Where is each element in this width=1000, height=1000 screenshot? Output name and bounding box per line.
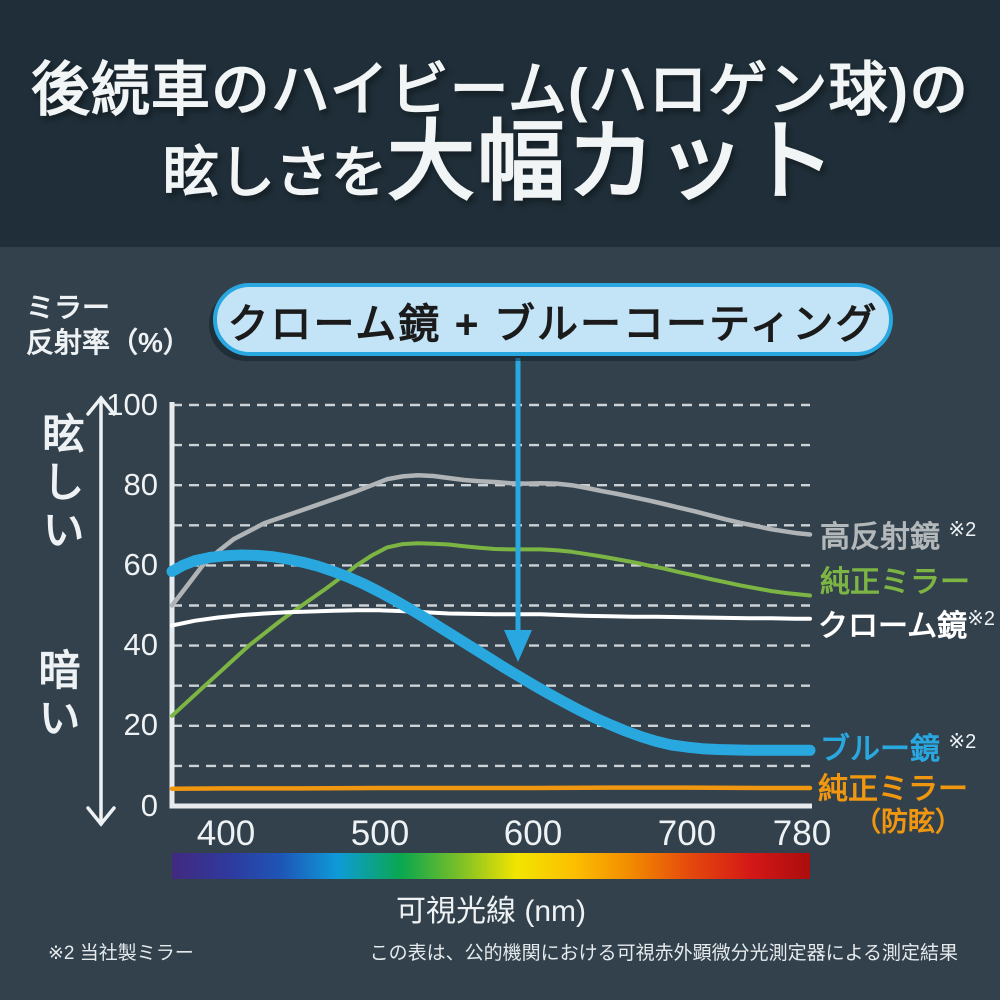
y-axis-title: ミラー 反射率（%） (26, 290, 191, 360)
page-title-line2-large: 大幅カット (386, 112, 837, 211)
x-tick-400: 400 (196, 814, 256, 853)
y-tick-100: 100 (106, 387, 158, 422)
page-title-line2-small: 眩しさを (162, 141, 387, 204)
y-tick-80: 80 (123, 467, 158, 502)
footnote-mark: ※2 (948, 731, 977, 753)
series-line-high-reflective-mirror (169, 472, 813, 608)
x-tick-500: 500 (350, 814, 410, 853)
y-axis-top-label: 眩しい (37, 412, 84, 556)
series-label-genuine-mirror-antiglare: 純正ミラー （防眩） (818, 773, 968, 838)
series-label-high-reflective-mirror: 高反射鏡 ※2 (820, 519, 977, 554)
footnote-right: この表は、公的機関における可視赤外顕微分光測定器による測定結果 (369, 943, 958, 964)
brightness-double-arrow (86, 395, 116, 827)
footnote-mark: ※2 (967, 608, 995, 630)
x-axis-title: 可視光線 (nm) (396, 895, 586, 928)
series-line-genuine-mirror (170, 541, 812, 718)
page-title-line2: 眩しさを 大幅カット (0, 112, 1000, 222)
y-tick-40: 40 (123, 627, 158, 662)
callout-pill: クローム鏡 + ブルーコーティング (213, 283, 893, 356)
series-label-genuine-mirror: 純正ミラー (820, 566, 970, 599)
series-label-blue-mirror: ブルー鏡 ※2 (820, 731, 977, 766)
page-title-line1: 後続車のハイビーム(ハロゲン球)の (30, 57, 970, 123)
visible-spectrum-bar (172, 853, 810, 879)
y-tick-0: 0 (140, 788, 158, 823)
header-banner: 後続車のハイビーム(ハロゲン球)の 眩しさを 大幅カット (0, 0, 1000, 247)
callout-arrow (504, 358, 532, 662)
y-axis-title-line1: ミラー (26, 292, 111, 323)
series-label-antiglare-line2: （防眩） (854, 807, 962, 837)
series-line-blue-mirror (166, 549, 816, 756)
y-tick-60: 60 (123, 547, 158, 582)
series-lines (166, 472, 816, 792)
series-label-chrome-mirror: クローム鏡※2 (818, 608, 995, 643)
series-line-chrome-mirror (170, 608, 812, 628)
x-tick-700: 700 (657, 814, 717, 853)
gridlines (172, 403, 810, 768)
footnote-left: ※2 当社製ミラー (48, 943, 194, 964)
x-tick-780: 780 (772, 814, 832, 853)
footnote-mark: ※2 (948, 519, 977, 541)
y-axis-title-line2: 反射率（%） (26, 327, 191, 358)
y-tick-20: 20 (123, 707, 158, 742)
x-tick-600: 600 (503, 814, 563, 853)
y-axis-bottom-label: 暗い (33, 648, 80, 744)
series-line-genuine-mirror-antiglare (169, 785, 813, 792)
